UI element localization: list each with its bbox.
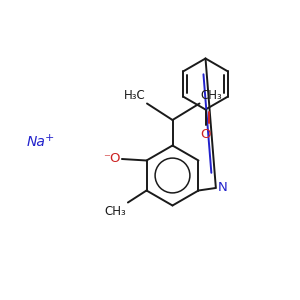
Text: +: + (45, 133, 54, 143)
Text: CH₃: CH₃ (105, 205, 126, 218)
Text: Na: Na (27, 136, 45, 149)
Text: CH₃: CH₃ (200, 89, 222, 102)
Text: ⁻O: ⁻O (103, 152, 121, 165)
Text: N: N (218, 181, 227, 194)
Text: O: O (200, 128, 211, 140)
Text: H₃C: H₃C (124, 89, 146, 102)
